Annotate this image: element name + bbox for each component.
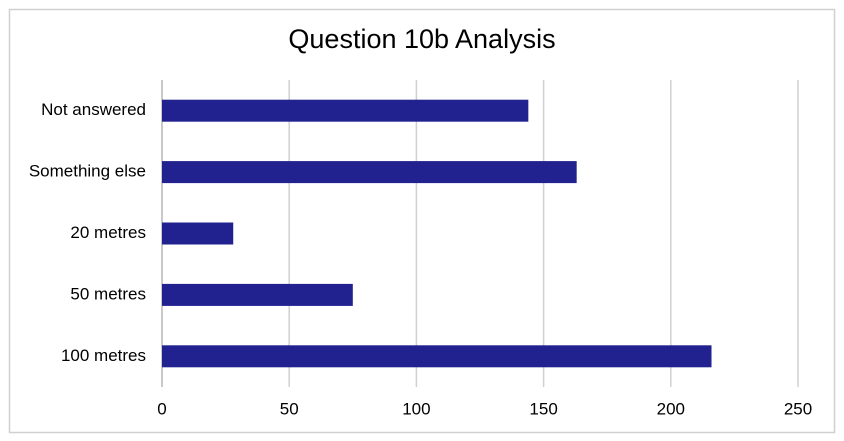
y-tick-label: Something else <box>29 162 146 181</box>
x-tick-label: 200 <box>657 399 685 418</box>
bar <box>162 99 529 122</box>
bar <box>162 161 577 184</box>
x-tick-label: 0 <box>157 399 166 418</box>
chart-title: Question 10b Analysis <box>288 24 555 54</box>
y-tick-label: 50 metres <box>70 284 146 303</box>
x-tick-label: 150 <box>529 399 557 418</box>
chart-border <box>8 8 836 434</box>
bar <box>162 283 353 306</box>
y-tick-label: 20 metres <box>70 223 146 242</box>
x-tick-label: 250 <box>784 399 812 418</box>
bar <box>162 222 234 245</box>
y-tick-label: Not answered <box>41 100 146 119</box>
y-tick-label: 100 metres <box>61 346 146 365</box>
bar <box>162 345 712 368</box>
x-tick-label: 50 <box>280 399 299 418</box>
x-tick-label: 100 <box>402 399 430 418</box>
